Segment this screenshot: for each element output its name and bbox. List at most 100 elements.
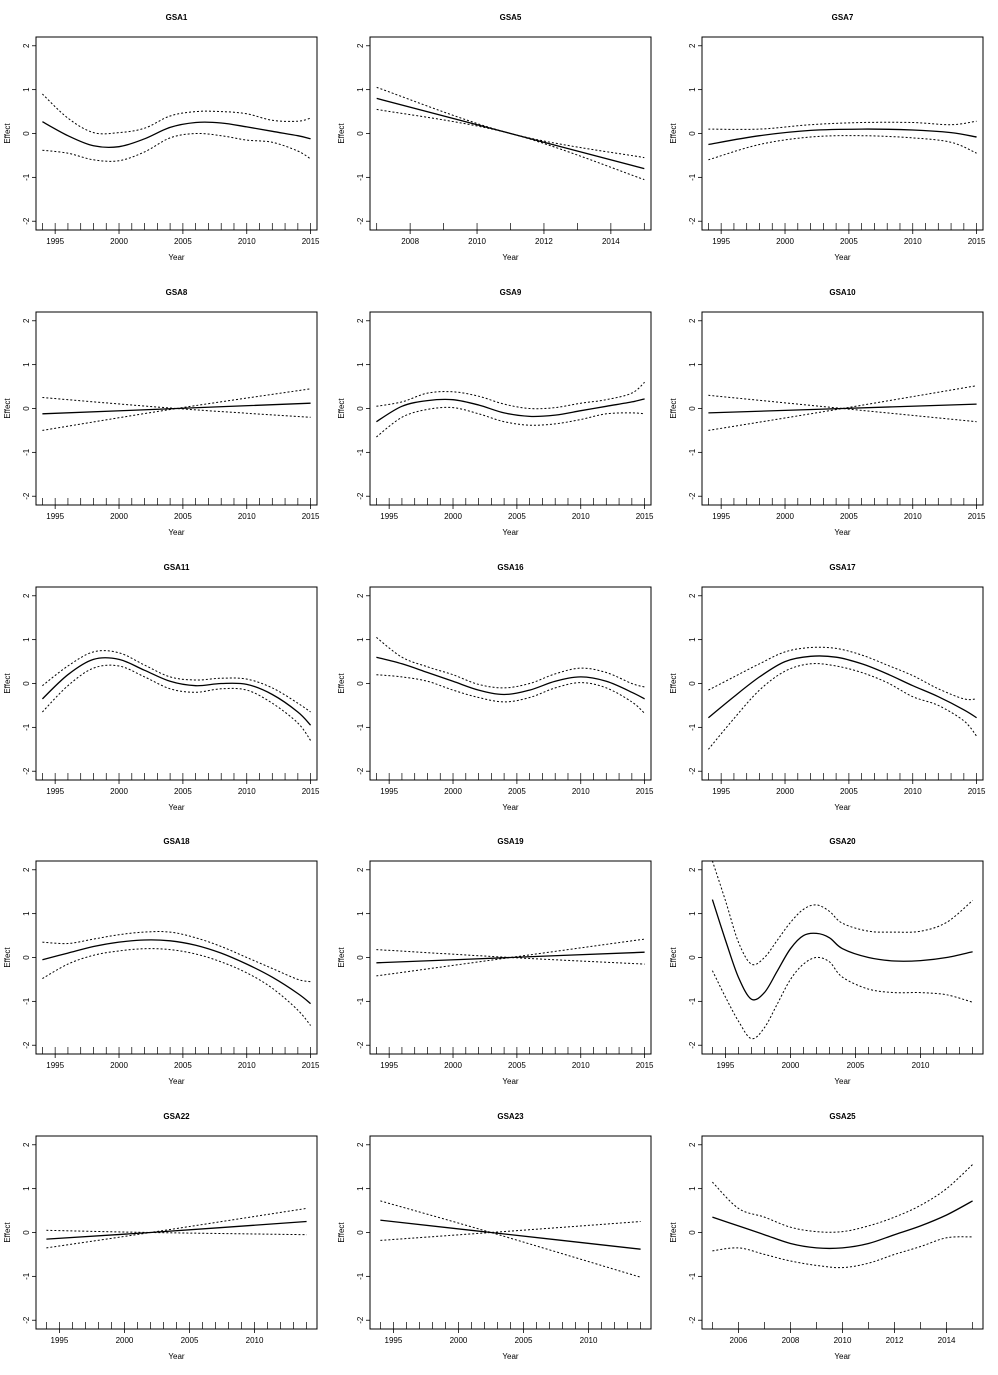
y-tick-label: 2 — [688, 43, 697, 48]
x-tick-label: 2005 — [515, 1336, 533, 1345]
y-tick-label: 2 — [22, 593, 31, 598]
confidence-band-line — [708, 663, 977, 750]
plot-frame — [701, 1135, 984, 1330]
y-tick-label: 2 — [356, 318, 365, 323]
confidence-band-line — [42, 948, 311, 1026]
y-tick-label: -2 — [688, 1041, 697, 1049]
x-tick-label: 2000 — [450, 1336, 468, 1345]
y-tick-label: 0 — [356, 406, 365, 411]
x-axis-label: Year — [834, 528, 851, 537]
plot-title: GSA19 — [497, 837, 524, 846]
confidence-band-line — [376, 406, 645, 438]
confidence-band-line — [708, 394, 977, 423]
x-tick-label: 1995 — [46, 512, 64, 521]
x-axis-label: Year — [168, 1352, 185, 1361]
x-tick-label: 2005 — [174, 512, 192, 521]
plot-frame — [369, 586, 652, 781]
effect-line — [376, 656, 645, 700]
y-tick-label: -1 — [22, 723, 31, 731]
x-tick-label: 1995 — [717, 1061, 735, 1070]
effect-line — [376, 398, 645, 423]
y-axis-label: Effect — [337, 947, 346, 968]
panel-gsa18: GSA18 1995 2000 2005 2010 2015 -2 -1 0 1 2 Year Effe… — [3, 837, 320, 1086]
y-axis-label: Effect — [669, 1222, 678, 1243]
y-tick-label: 2 — [688, 867, 697, 872]
confidence-band-line — [711, 861, 973, 966]
x-tick-label: 2005 — [508, 512, 526, 521]
y-axis-label: Effect — [3, 1222, 12, 1243]
x-axis-label: Year — [168, 253, 185, 262]
x-tick-label: 2000 — [110, 237, 128, 246]
panel-gsa23: GSA23 1995 2000 2005 2010 -2 -1 0 1 2 Year Effect — [337, 1112, 652, 1361]
panel-gsa17: GSA17 1995 2000 2005 2010 2015 -2 -1 0 1 2 Year Effe… — [669, 563, 986, 812]
x-tick-label: 2010 — [238, 237, 256, 246]
y-tick-label: -1 — [356, 173, 365, 181]
y-tick-label: -2 — [356, 492, 365, 500]
plot-frame — [701, 36, 984, 231]
x-tick-label: 2005 — [508, 1061, 526, 1070]
plot-title: GSA11 — [164, 563, 190, 572]
plot-frame — [701, 586, 984, 781]
plot-title: GSA1 — [166, 13, 188, 22]
confidence-band-line — [42, 931, 311, 983]
y-tick-label: 2 — [356, 593, 365, 598]
y-tick-label: -1 — [688, 723, 697, 731]
x-tick-label: 2015 — [636, 1061, 654, 1070]
y-tick-label: -1 — [688, 448, 697, 456]
x-tick-label: 2005 — [840, 237, 858, 246]
y-tick-label: 0 — [688, 406, 697, 411]
y-tick-label: -1 — [356, 448, 365, 456]
confidence-band-line — [42, 650, 311, 713]
x-tick-label: 2010 — [238, 787, 256, 796]
x-tick-label: 2000 — [444, 1061, 462, 1070]
confidence-band-line — [42, 397, 311, 418]
confidence-band-line — [376, 86, 645, 159]
y-tick-label: 0 — [356, 131, 365, 136]
y-tick-label: 2 — [356, 1142, 365, 1147]
confidence-band-line — [46, 1207, 307, 1249]
panel-gsa1: GSA1 1995 2000 2005 2010 2015 -2 -1 0 1 2 Year Effec… — [3, 13, 320, 262]
x-tick-label: 2005 — [840, 512, 858, 521]
x-tick-label: 2000 — [110, 1061, 128, 1070]
y-tick-label: -1 — [22, 1272, 31, 1280]
x-tick-label: 2005 — [508, 787, 526, 796]
panel-gsa5: GSA5 2008 2010 2012 2014 -2 -1 0 1 2 Year Effect — [337, 13, 652, 262]
plot-title: GSA23 — [497, 1112, 524, 1121]
panel-gsa8: GSA8 1995 2000 2005 2010 2015 -2 -1 0 1 2 Year Effec… — [3, 288, 320, 537]
effect-line — [712, 1200, 973, 1250]
y-tick-label: -1 — [22, 448, 31, 456]
x-tick-label: 2010 — [572, 1061, 590, 1070]
y-tick-label: 1 — [356, 1186, 365, 1191]
plot-title: GSA10 — [829, 288, 856, 297]
effect-line — [41, 657, 312, 726]
y-tick-label: 2 — [688, 318, 697, 323]
x-tick-label: 2010 — [572, 512, 590, 521]
x-tick-label: 2012 — [886, 1336, 904, 1345]
x-tick-label: 2010 — [246, 1336, 264, 1345]
y-tick-label: -1 — [356, 1272, 365, 1280]
y-tick-label: 1 — [356, 637, 365, 642]
x-tick-label: 2000 — [110, 787, 128, 796]
y-tick-label: 1 — [356, 911, 365, 916]
y-tick-label: 2 — [688, 1142, 697, 1147]
y-axis-label: Effect — [669, 947, 678, 968]
x-tick-label: 2000 — [444, 787, 462, 796]
x-tick-label: 1995 — [712, 512, 730, 521]
x-tick-label: 2015 — [636, 512, 654, 521]
panel-gsa20: GSA20 1995 2000 2005 2010 -2 -1 0 1 2 Year Effect — [669, 837, 984, 1086]
confidence-band-line — [712, 1236, 973, 1269]
x-axis-label: Year — [834, 253, 851, 262]
x-tick-label: 1995 — [46, 787, 64, 796]
y-tick-label: 2 — [22, 43, 31, 48]
x-tick-label: 2010 — [572, 787, 590, 796]
x-tick-label: 1995 — [712, 237, 730, 246]
y-tick-label: -2 — [22, 767, 31, 775]
x-tick-label: 2012 — [535, 237, 553, 246]
x-axis-label: Year — [168, 528, 185, 537]
plot-title: GSA22 — [163, 1112, 190, 1121]
confidence-band-line — [380, 1221, 641, 1241]
effect-line — [707, 655, 977, 719]
x-tick-label: 1995 — [385, 1336, 403, 1345]
y-tick-label: 2 — [22, 1142, 31, 1147]
